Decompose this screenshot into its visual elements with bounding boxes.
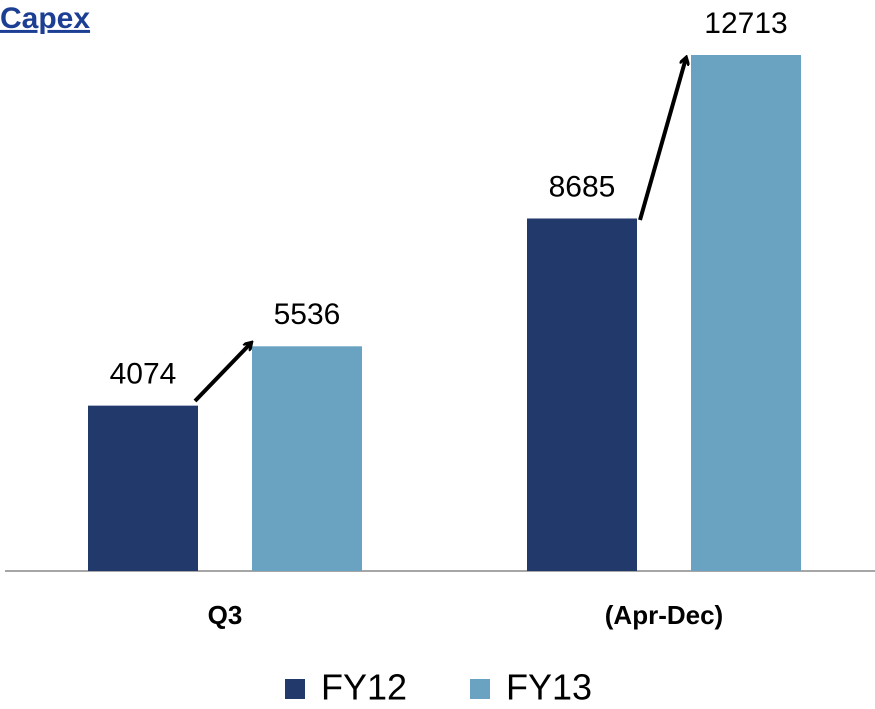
legend-label: FY13 bbox=[506, 667, 592, 708]
legend-swatch bbox=[470, 679, 490, 699]
x-tick-label: (Apr-Dec) bbox=[605, 600, 723, 630]
chart-title: Capex bbox=[0, 2, 90, 35]
data-label: 5536 bbox=[274, 298, 341, 331]
arrow bbox=[193, 343, 251, 403]
bar bbox=[88, 405, 198, 571]
x-tick-label: Q3 bbox=[208, 600, 243, 630]
arrow bbox=[638, 58, 686, 221]
data-label: 4074 bbox=[110, 358, 177, 391]
data-label: 8685 bbox=[549, 170, 616, 203]
legend-label: FY12 bbox=[321, 667, 407, 708]
bar bbox=[691, 55, 801, 571]
data-label: 12713 bbox=[704, 7, 787, 40]
bar bbox=[252, 346, 362, 571]
legend-swatch bbox=[285, 679, 305, 699]
bar bbox=[527, 218, 637, 571]
